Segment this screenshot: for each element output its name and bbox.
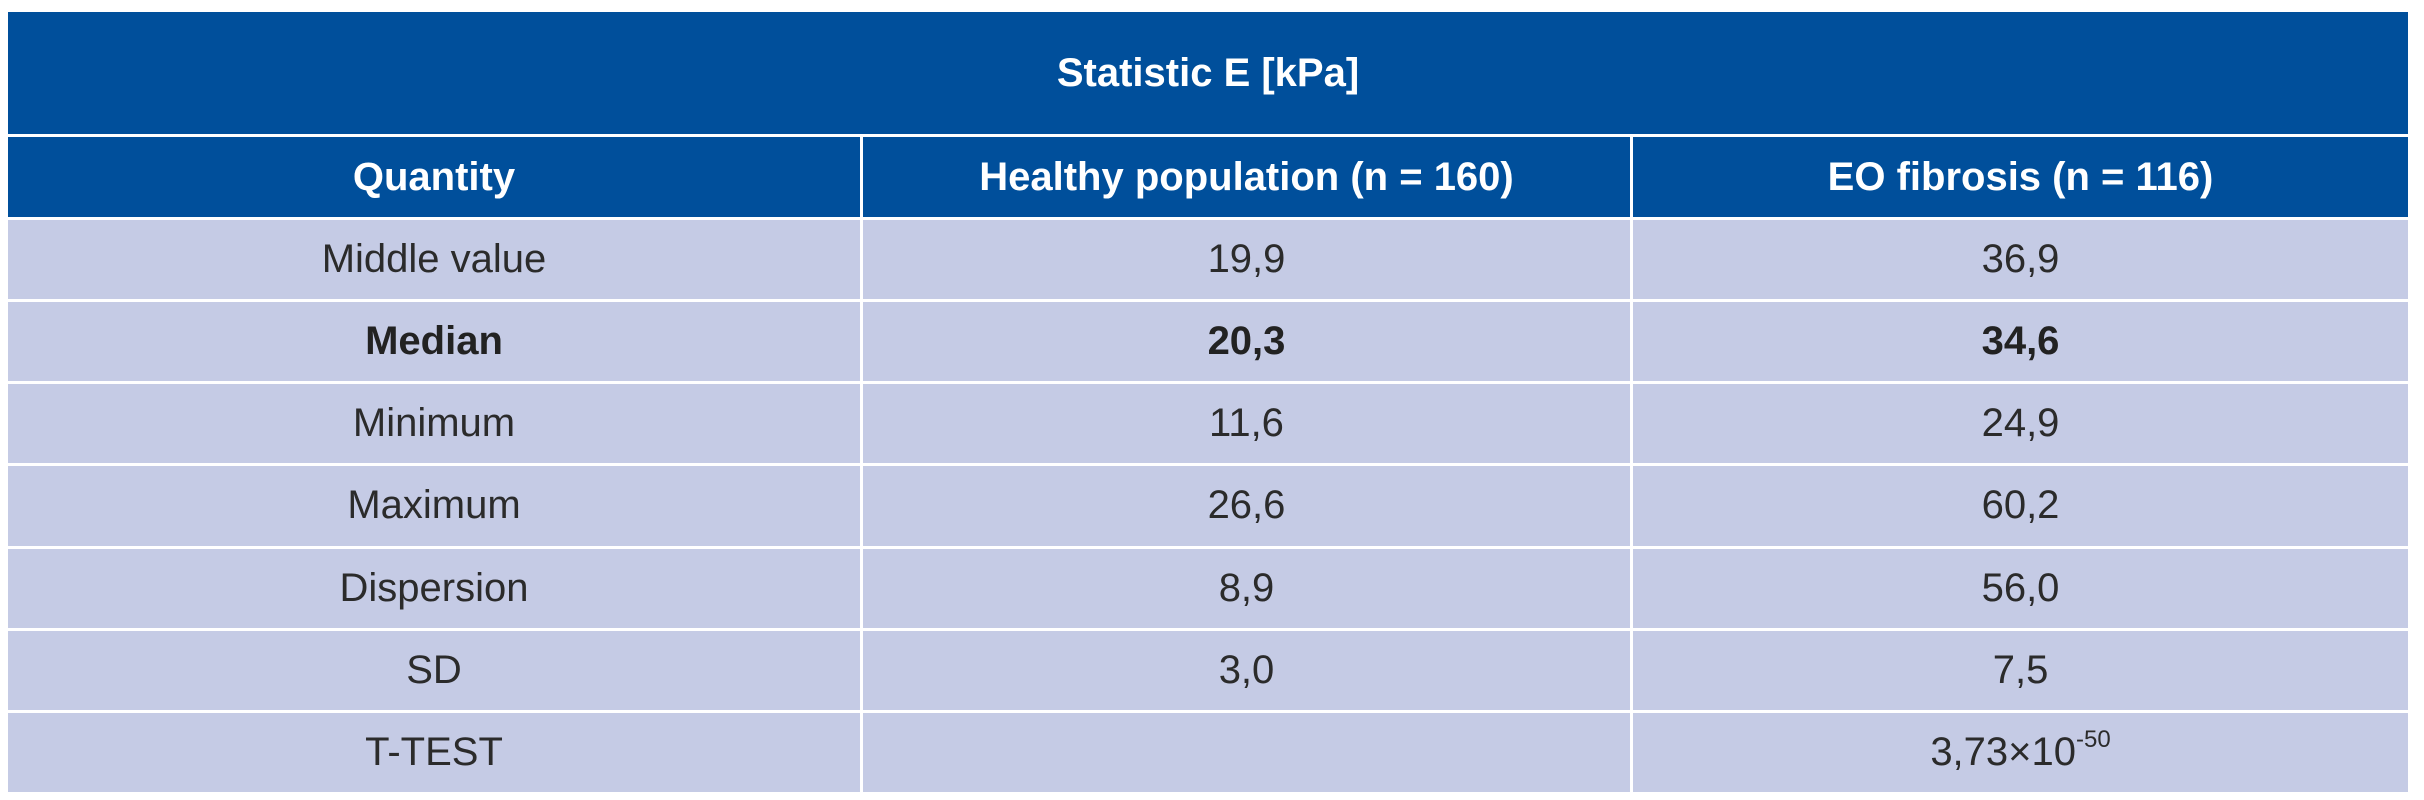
t-test-value-exponent: -50 [2076,725,2111,753]
cell-quantity: T-TEST [8,709,863,792]
cell-quantity: Median [8,299,863,382]
cell-quantity: Maximum [8,463,863,546]
table-row: Middle value 19,9 36,9 [8,217,2409,300]
cell-healthy: 19,9 [863,217,1633,300]
table-row: T-TEST 3,73×10-50 [8,709,2409,792]
statistics-table: Statistic E [kPa] Quantity Healthy popul… [8,12,2409,792]
table-row: Minimum 11,6 24,9 [8,381,2409,464]
cell-quantity: Middle value [8,217,863,300]
cell-healthy: 26,6 [863,463,1633,546]
t-test-value-base: 3,73×10 [1930,729,2077,774]
cell-healthy: 20,3 [863,299,1633,382]
cell-healthy [863,709,1633,792]
table-header-row: Quantity Healthy population (n = 160) EO… [8,137,2409,217]
cell-fibrosis: 36,9 [1633,217,2409,300]
cell-fibrosis: 24,9 [1633,381,2409,464]
column-header-quantity: Quantity [8,137,863,217]
column-header-healthy: Healthy population (n = 160) [863,137,1633,217]
statistics-table-container: Statistic E [kPa] Quantity Healthy popul… [8,12,2409,792]
cell-fibrosis: 34,6 [1633,299,2409,382]
table-title: Statistic E [kPa] [8,12,2409,137]
cell-fibrosis: 3,73×10-50 [1633,709,2409,792]
cell-quantity: Dispersion [8,545,863,628]
cell-fibrosis: 60,2 [1633,463,2409,546]
table-row: Median 20,3 34,6 [8,299,2409,382]
cell-fibrosis: 56,0 [1633,545,2409,628]
cell-healthy: 3,0 [863,627,1633,710]
table-title-row: Statistic E [kPa] [8,12,2409,137]
table-row: Dispersion 8,9 56,0 [8,545,2409,628]
table-row: SD 3,0 7,5 [8,627,2409,710]
cell-quantity: Minimum [8,381,863,464]
cell-healthy: 8,9 [863,545,1633,628]
cell-quantity: SD [8,627,863,710]
column-header-fibrosis: EO fibrosis (n = 116) [1633,137,2409,217]
cell-healthy: 11,6 [863,381,1633,464]
cell-fibrosis: 7,5 [1633,627,2409,710]
table-row: Maximum 26,6 60,2 [8,463,2409,546]
